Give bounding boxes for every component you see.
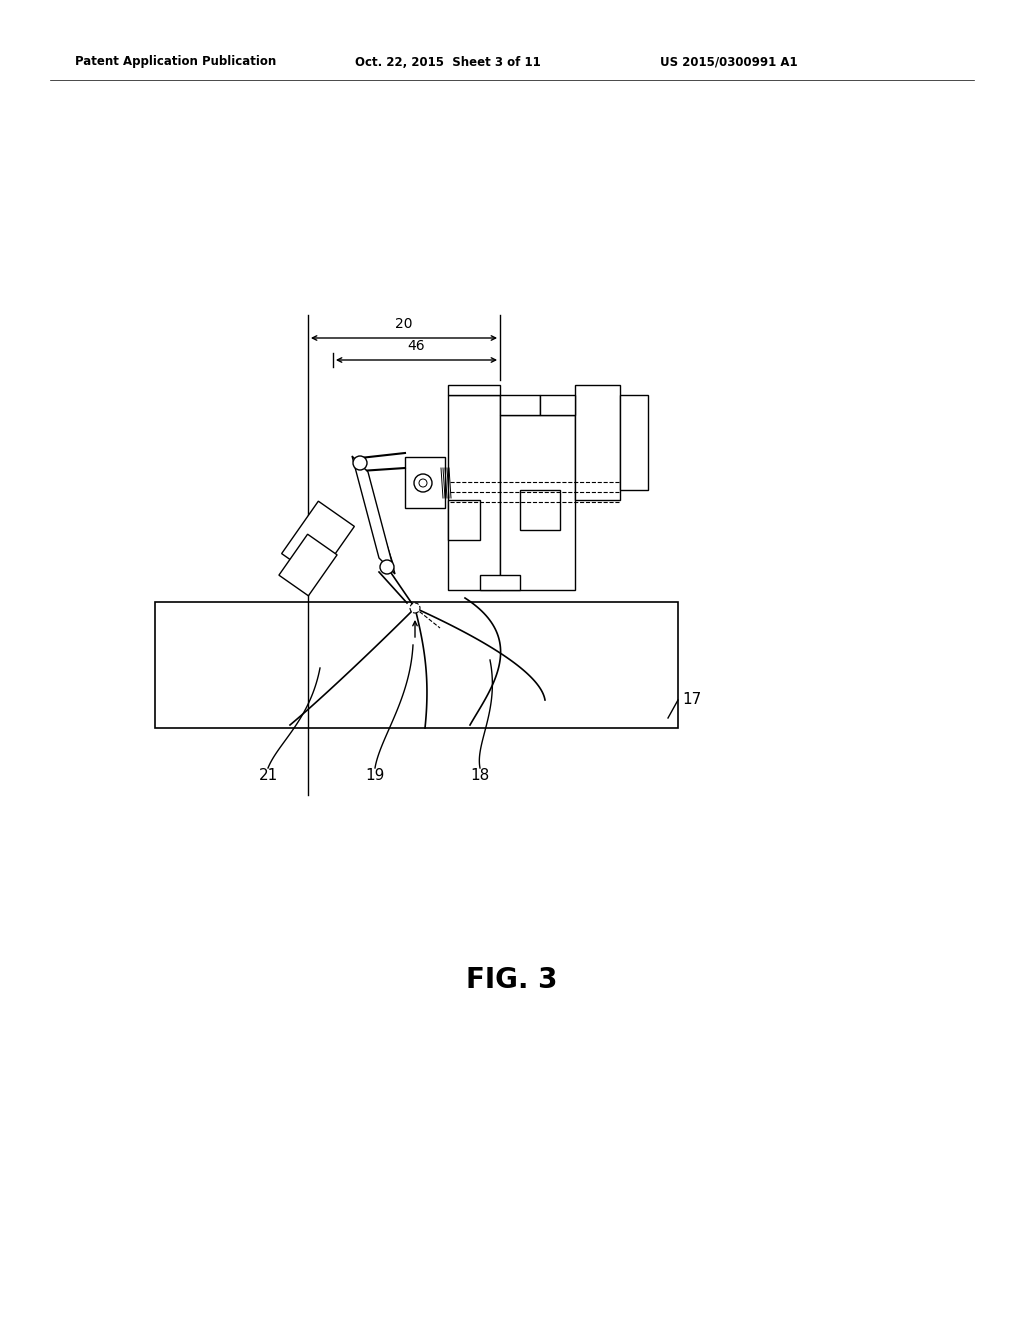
Text: US 2015/0300991 A1: US 2015/0300991 A1 [660,55,798,69]
Bar [500,414,575,590]
Circle shape [410,603,420,612]
Text: Patent Application Publication: Patent Application Publication [75,55,276,69]
Bar [575,385,620,500]
Text: 46: 46 [408,339,425,352]
Bar [500,395,540,414]
Bar [406,457,445,508]
Polygon shape [279,535,337,595]
Polygon shape [282,502,354,579]
Bar [155,602,678,729]
Bar [449,395,500,590]
Circle shape [414,474,432,492]
Bar [449,500,480,540]
Bar [620,395,648,490]
Bar [520,490,560,531]
Bar [449,385,500,395]
Circle shape [353,455,367,470]
Bar [540,395,575,414]
Polygon shape [352,455,395,574]
Text: Oct. 22, 2015  Sheet 3 of 11: Oct. 22, 2015 Sheet 3 of 11 [355,55,541,69]
Text: 20: 20 [395,317,413,331]
Text: 18: 18 [470,768,489,783]
Circle shape [380,560,394,574]
Text: 21: 21 [258,768,278,783]
Text: 19: 19 [366,768,385,783]
Circle shape [419,479,427,487]
Bar [480,576,520,590]
Text: 17: 17 [682,693,701,708]
Text: FIG. 3: FIG. 3 [466,966,558,994]
